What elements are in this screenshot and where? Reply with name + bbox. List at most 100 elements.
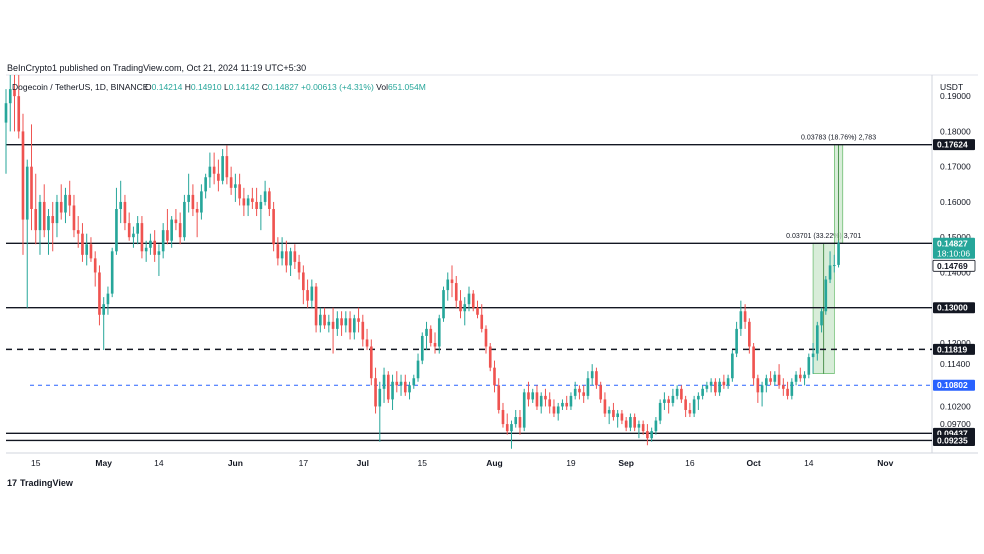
candle-body-2024-09-27 — [735, 328, 738, 354]
candle-body-2024-05-06 — [123, 201, 127, 224]
candle-body-2024-06-06 — [255, 201, 258, 209]
publisher-caption: BeInCrypto1 published on TradingView.com… — [7, 63, 307, 73]
candle-body-2024-09-02 — [629, 417, 632, 428]
candle-body-2024-05-15 — [161, 230, 165, 252]
candle-body-2024-08-03 — [501, 409, 505, 425]
candle-body-2024-07-21 — [446, 279, 450, 291]
chart-panel[interactable]: 0.03701 (33.22%) 3,701 0.03783 (18.76%) 2… — [0, 74, 984, 476]
candle-body-2024-08-04 — [505, 424, 509, 432]
candle-body-2024-09-09 — [658, 402, 662, 421]
candle-body-2024-08-22 — [582, 392, 586, 396]
candle-body-2024-05-12 — [149, 240, 152, 248]
price-badge-text-0.14827: 0.14827 — [937, 238, 968, 248]
candle-body-2024-08-18 — [565, 402, 569, 407]
candle-body-2024-07-05 — [378, 388, 382, 407]
candle-body-2024-06-24 — [331, 321, 335, 329]
candle-body-2024-09-21 — [709, 381, 713, 386]
y-tick-0.16000: 0.16000 — [940, 197, 971, 207]
candle-body-2024-05-27 — [212, 166, 216, 174]
ohlc-low-label: L — [222, 82, 229, 92]
countdown-text: 18:10:06 — [937, 248, 970, 258]
candle-body-2024-07-13 — [412, 378, 416, 386]
y-tick-0.11400: 0.11400 — [940, 359, 970, 369]
volume-label: Vol — [374, 82, 388, 92]
ohlc-readout: O0.14214 H0.14910 L0.14142 C0.14827 +0.0… — [145, 82, 426, 92]
candle-body-2024-04-14 — [30, 166, 33, 209]
x-tick-19-2024-08-19: 19 — [566, 458, 576, 468]
candle-body-2024-05-19 — [178, 223, 182, 238]
candle-body-2024-05-30 — [225, 156, 229, 178]
candle-body-2024-08-17 — [561, 402, 564, 407]
ohlc-high-label: H — [182, 82, 191, 92]
candle-body-2024-07-19 — [437, 318, 441, 347]
candle-body-2024-06-04 — [246, 198, 250, 206]
candle-body-2024-05-26 — [208, 166, 212, 178]
candle-body-2024-10-14 — [807, 357, 811, 375]
ohlc-high-value: 0.14910 — [191, 82, 222, 92]
x-tick-17-2024-06-17: 17 — [299, 458, 309, 468]
candle-body-2024-06-23 — [327, 321, 331, 326]
candle-body-2024-06-16 — [297, 261, 301, 273]
candle-body-2024-07-25 — [463, 304, 467, 312]
candle-body-2024-05-31 — [229, 177, 233, 188]
candle-body-2024-04-24 — [72, 205, 76, 231]
x-tick-14-2024-05-14: 14 — [154, 458, 164, 468]
candle-body-2024-08-29 — [612, 409, 615, 418]
candle-body-2024-06-21 — [319, 314, 322, 326]
candle-body-2024-04-23 — [68, 194, 72, 206]
candle-body-2024-10-04 — [765, 378, 768, 386]
candle-body-2024-07-20 — [442, 290, 445, 319]
candle-body-2024-06-25 — [336, 318, 339, 329]
candle-body-2024-09-05 — [641, 424, 645, 432]
candle-body-2024-04-10 — [13, 89, 16, 97]
candle-body-2024-05-18 — [174, 219, 178, 224]
candle-body-2024-05-29 — [221, 156, 224, 181]
candle-body-2024-04-22 — [64, 194, 67, 213]
candle-body-2024-06-22 — [323, 314, 326, 326]
candle-body-2024-08-26 — [599, 385, 602, 400]
candle-body-2024-07-02 — [365, 339, 369, 347]
candle-body-2024-09-26 — [731, 353, 734, 379]
candlestick-chart[interactable]: 0.03701 (33.22%) 3,701 0.03783 (18.76%) 2… — [0, 74, 984, 476]
price-badge-text-0.14769: 0.14769 — [937, 261, 968, 271]
candle-body-2024-08-01 — [493, 367, 496, 386]
candle-body-2024-07-26 — [467, 293, 471, 305]
candle-body-2024-04-29 — [93, 258, 97, 273]
candle-body-2024-06-01 — [234, 184, 237, 188]
candle-body-2024-05-11 — [144, 247, 148, 252]
candle-body-2024-04-28 — [89, 244, 93, 259]
candle-body-2024-05-20 — [183, 201, 186, 238]
candle-body-2024-05-22 — [191, 194, 195, 209]
candle-body-2024-10-17 — [820, 311, 823, 326]
candle-body-2024-05-08 — [132, 233, 135, 238]
candle-body-2024-06-09 — [268, 191, 271, 209]
candle-body-2024-05-23 — [195, 208, 199, 213]
candle-body-2024-08-28 — [607, 409, 611, 414]
candle-body-2024-05-21 — [187, 194, 190, 202]
candle-body-2024-09-04 — [637, 424, 641, 428]
y-tick-0.10200: 0.10200 — [940, 401, 971, 411]
candle-body-2024-04-30 — [98, 272, 101, 315]
candle-body-2024-09-17 — [692, 399, 696, 414]
tradingview-logo-icon: 17 — [7, 478, 18, 488]
candle-body-2024-08-21 — [578, 388, 581, 393]
x-tick-15-2024-04-15: 15 — [31, 458, 41, 468]
candle-body-2024-07-17 — [429, 328, 433, 343]
candle-body-2024-10-02 — [756, 378, 760, 393]
candle-body-2024-05-14 — [157, 251, 161, 255]
candle-body-2024-04-16 — [38, 201, 42, 231]
candle-body-2024-10-11 — [794, 374, 798, 382]
candle-body-2024-06-27 — [344, 318, 348, 326]
candle-body-2024-07-08 — [391, 381, 394, 400]
candle-body-2024-09-16 — [688, 409, 692, 414]
candle-body-2024-06-03 — [242, 198, 246, 206]
candle-body-2024-06-19 — [310, 286, 314, 301]
candle-body-2024-07-03 — [369, 346, 373, 379]
candle-body-2024-10-05 — [769, 378, 772, 382]
candle-body-2024-09-20 — [705, 385, 709, 389]
candle-body-2024-07-29 — [480, 314, 484, 329]
x-tick-16-2024-09-16: 16 — [685, 458, 695, 468]
candle-body-2024-07-04 — [374, 378, 377, 407]
candle-body-2024-10-15 — [811, 353, 815, 358]
candle-body-2024-05-24 — [200, 191, 203, 213]
